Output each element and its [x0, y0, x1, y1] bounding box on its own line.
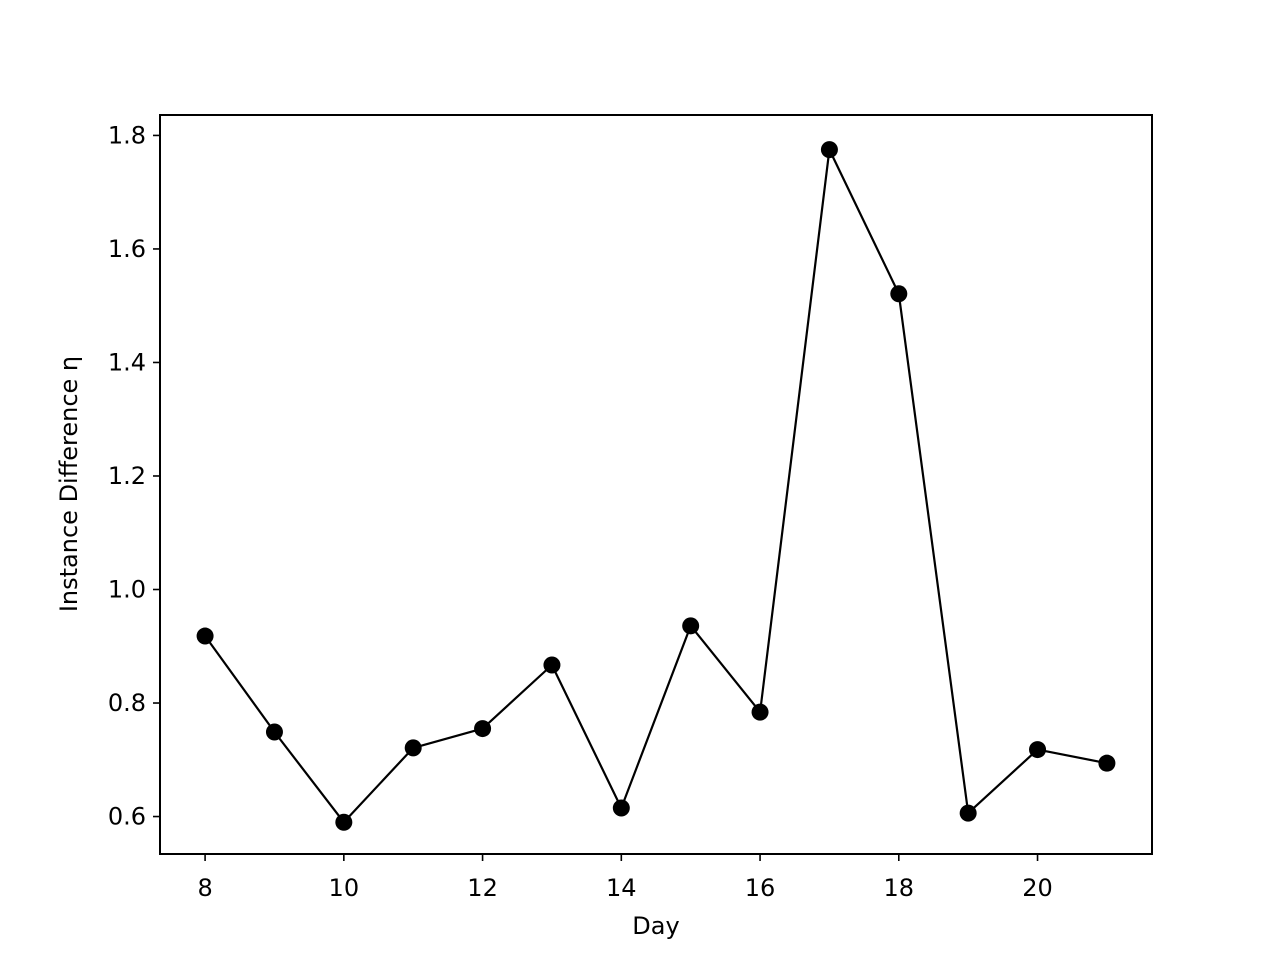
data-point [751, 703, 769, 721]
series-line [204, 148, 1108, 824]
data-point [404, 739, 422, 757]
y-tick-label: 1.6 [108, 235, 146, 263]
x-tick-label: 10 [329, 874, 360, 902]
x-tick-label: 14 [606, 874, 637, 902]
x-tick-label: 20 [1022, 874, 1053, 902]
plot-area [196, 141, 1116, 831]
y-tick-label: 1.8 [108, 121, 146, 149]
y-axis-label: Instance Difference η [55, 356, 83, 612]
data-point [1098, 754, 1116, 772]
y-tick-label: 1.0 [108, 576, 146, 604]
data-point [959, 804, 977, 822]
data-point [1029, 741, 1047, 759]
x-tick-label: 18 [884, 874, 915, 902]
x-axis-label: Day [632, 912, 679, 940]
y-tick-label: 0.6 [108, 803, 146, 831]
y-tick-label: 1.2 [108, 462, 146, 490]
data-point [265, 723, 283, 741]
data-point [612, 799, 630, 817]
x-tick-label: 8 [197, 874, 212, 902]
y-tick-label: 1.4 [108, 348, 146, 376]
data-point [820, 141, 838, 159]
x-axis: 8 10 12 14 16 18 20 [197, 854, 1053, 902]
y-axis: 0.6 0.8 1.0 1.2 1.4 1.6 1.8 [108, 121, 160, 831]
plot-frame [159, 114, 1153, 855]
data-point [335, 813, 353, 831]
y-tick-label: 0.8 [108, 689, 146, 717]
data-point [890, 285, 908, 303]
data-point [543, 656, 561, 674]
data-point [682, 617, 700, 635]
data-point [474, 720, 492, 738]
data-point [196, 627, 214, 645]
x-tick-label: 12 [467, 874, 498, 902]
x-tick-label: 16 [745, 874, 776, 902]
